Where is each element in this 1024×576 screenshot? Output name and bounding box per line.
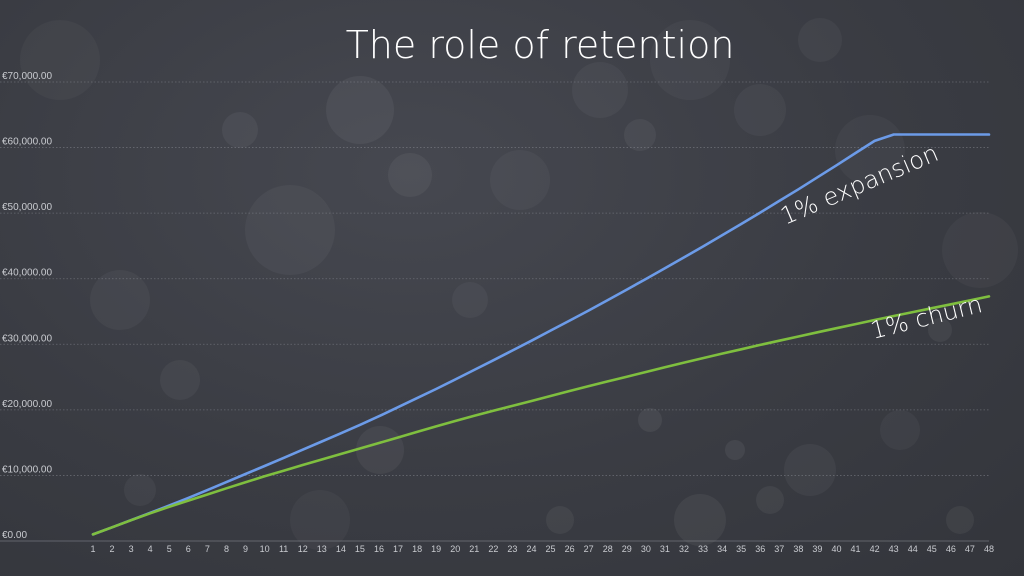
x-tick-label: 40 [831,544,841,554]
y-tick-label: €60,000.00 [2,137,52,148]
x-tick-label: 33 [698,544,708,554]
x-tick-label: 5 [167,544,172,554]
x-tick-label: 2 [110,544,115,554]
y-tick-label: €30,000.00 [2,333,52,344]
x-tick-label: 34 [717,544,727,554]
x-tick-label: 35 [736,544,746,554]
annotation-churn: 1% churn [868,290,985,345]
series-line-churn [91,295,991,536]
chart-title: The role of retention [346,23,735,67]
x-tick-label: 16 [374,544,384,554]
x-tick-label: 48 [984,544,994,554]
x-tick-label: 31 [660,544,670,554]
x-tick-label: 39 [812,544,822,554]
x-tick-label: 38 [793,544,803,554]
x-tick-label: 18 [412,544,422,554]
y-tick-label: €0.00 [2,530,27,541]
x-tick-label: 1 [90,544,95,554]
y-axis-ticks: €0.00 €10,000.00 €20,000.00 €30,000.00 €40,0… [2,71,52,541]
y-tick-label: €40,000.00 [2,268,52,279]
x-tick-label: 37 [774,544,784,554]
x-tick-label: 22 [488,544,498,554]
x-tick-label: 12 [298,544,308,554]
x-tick-label: 24 [526,544,536,554]
y-tick-label: €70,000.00 [2,71,52,82]
x-axis-ticks: 1 2 3 4 5 6 7 8 9 10 11 12 13 14 15 16 17 18 19 20 21 22 23 24 2… [90,544,994,554]
y-tick-label: €50,000.00 [2,202,52,213]
x-tick-label: 43 [889,544,899,554]
x-tick-label: 47 [965,544,975,554]
series-line-expansion [91,133,991,536]
grid [0,81,989,542]
annotations: 1% expansion 1% churn [776,139,985,345]
x-tick-label: 28 [603,544,613,554]
x-tick-label: 20 [450,544,460,554]
x-tick-label: 45 [927,544,937,554]
x-tick-label: 4 [148,544,153,554]
x-tick-label: 23 [507,544,517,554]
x-tick-label: 21 [469,544,479,554]
x-tick-label: 36 [755,544,765,554]
y-tick-label: €10,000.00 [2,464,52,475]
x-tick-label: 7 [205,544,210,554]
x-tick-label: 19 [431,544,441,554]
x-tick-label: 15 [355,544,365,554]
x-tick-label: 3 [129,544,134,554]
x-tick-label: 41 [851,544,861,554]
x-tick-label: 46 [946,544,956,554]
annotation-expansion: 1% expansion [776,139,942,231]
x-tick-label: 8 [224,544,229,554]
x-tick-label: 10 [260,544,270,554]
x-tick-label: 44 [908,544,918,554]
x-tick-label: 29 [622,544,632,554]
series [91,133,991,536]
x-tick-label: 6 [186,544,191,554]
x-tick-label: 14 [336,544,346,554]
x-tick-label: 32 [679,544,689,554]
x-tick-label: 17 [393,544,403,554]
x-tick-label: 9 [243,544,248,554]
x-tick-label: 27 [584,544,594,554]
x-tick-label: 13 [317,544,327,554]
x-tick-label: 25 [546,544,556,554]
x-tick-label: 42 [870,544,880,554]
x-tick-label: 11 [279,544,288,554]
x-tick-label: 26 [565,544,575,554]
y-tick-label: €20,000.00 [2,399,52,410]
x-tick-label: 30 [641,544,651,554]
